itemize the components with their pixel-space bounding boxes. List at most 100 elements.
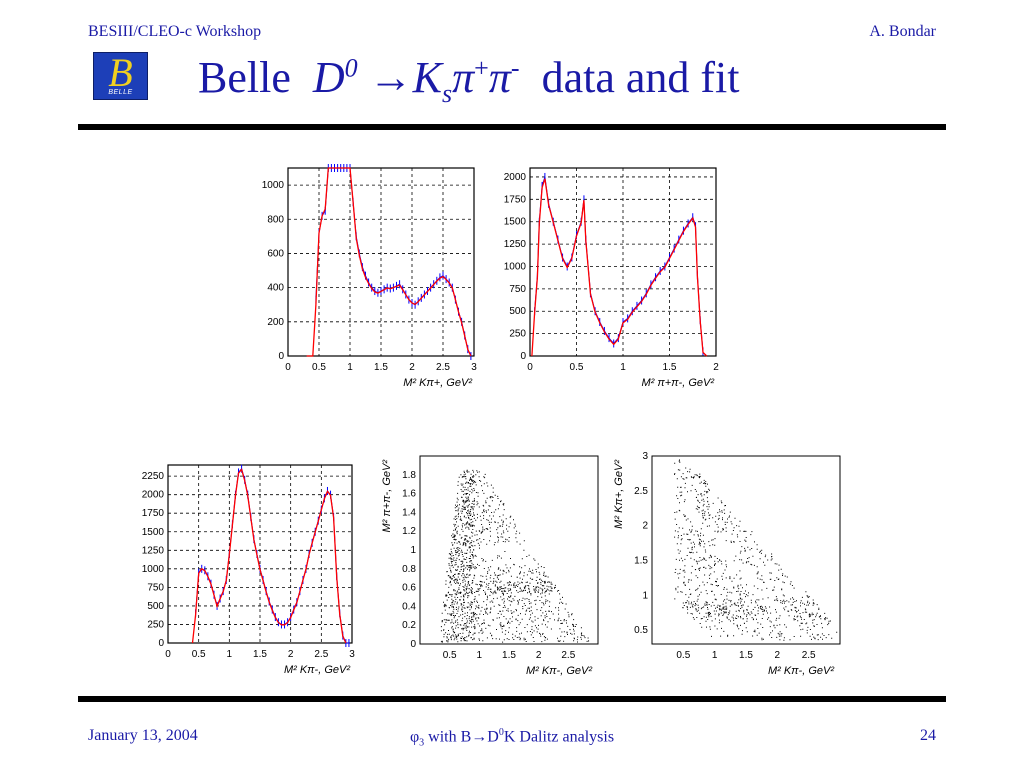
- fit-curve: [531, 178, 708, 357]
- tick-label-y: 200: [267, 317, 284, 328]
- scatter-points: [674, 459, 838, 641]
- tick-label-y: 800: [267, 214, 284, 225]
- x-axis-label: M² Kπ-, GeV²: [526, 665, 592, 677]
- title-d: D: [312, 53, 345, 102]
- x-axis-label: M² Kπ-, GeV²: [768, 665, 834, 677]
- tick-label-x: 1.5: [663, 362, 677, 373]
- tick-label-y: 1: [410, 545, 416, 556]
- tick-label-y: 1.2: [402, 526, 416, 537]
- footer-phi-sub: 3: [419, 737, 425, 749]
- header-left: BESIII/CLEO-c Workshop: [88, 23, 262, 40]
- tick-label-y: 1500: [504, 217, 527, 228]
- tick-label-y: 1500: [142, 527, 165, 538]
- tick-label-y: 2000: [504, 172, 527, 183]
- tick-label-x: 2: [713, 362, 719, 373]
- tick-label-y: 750: [509, 284, 526, 295]
- plot-frame: [287, 167, 475, 357]
- tick-label-y: 1.6: [402, 489, 416, 500]
- tick-label-y: 2000: [142, 490, 165, 501]
- tick-label-y: 1000: [142, 564, 165, 575]
- header-right: A. Bondar: [869, 23, 936, 40]
- plot-frame: [529, 167, 717, 357]
- tick-label-x: 1: [227, 649, 233, 660]
- scatter-points: [440, 469, 590, 643]
- top-rule: [78, 124, 946, 130]
- tick-label-y: 0.4: [402, 601, 416, 612]
- x-axis-label: M² Kπ-, GeV²: [284, 664, 350, 676]
- tick-label-y: 250: [509, 329, 526, 340]
- tick-label-x: 0.5: [570, 362, 584, 373]
- title-rest: data and fit: [541, 53, 740, 102]
- tick-label-y: 1750: [142, 508, 165, 519]
- tick-label-y: 3: [642, 451, 648, 462]
- tick-label-x: 0.5: [443, 650, 457, 661]
- title-d-sup: 0: [344, 53, 358, 83]
- tick-label-x: 2.5: [561, 650, 575, 661]
- plot-frame: [167, 464, 353, 644]
- plot-frame: [651, 455, 841, 645]
- tick-label-x: 1: [477, 650, 483, 661]
- tick-label-y: 1000: [504, 261, 527, 272]
- fit-curve: [191, 468, 347, 644]
- tick-label-x: 1.5: [253, 649, 267, 660]
- title-pi1: π: [452, 53, 475, 102]
- tick-label-y: 0: [410, 639, 416, 650]
- tick-label-y: 0.6: [402, 583, 416, 594]
- tick-label-y: 1250: [142, 545, 165, 556]
- tick-label-x: 2: [775, 650, 781, 661]
- tick-label-y: 600: [267, 248, 284, 259]
- tick-label-y: 1250: [504, 239, 527, 250]
- tick-label-y: 1.8: [402, 470, 416, 481]
- dalitz-plot-2: 0.5 1 1.5 2 2.5 0.5 1 1.5 2 2.5 3 M² Kπ-, GeV² M² Kπ…: [613, 451, 841, 677]
- tick-label-y: 1: [642, 590, 648, 601]
- x-axis-label: M² Kπ+, GeV²: [403, 377, 472, 389]
- footer-date: January 13, 2004: [88, 727, 198, 744]
- data-line: [315, 167, 472, 357]
- tick-label-y: 2.5: [634, 486, 648, 497]
- tick-label-x: 2.5: [802, 650, 816, 661]
- tick-label-x: 2.5: [314, 649, 328, 660]
- data-line: [534, 176, 704, 352]
- belle-logo-glyph: B: [108, 50, 133, 95]
- tick-label-x: 1: [712, 650, 718, 661]
- tick-label-x: 2: [288, 649, 294, 660]
- footer-suffix: K Dalitz analysis: [503, 728, 615, 746]
- tick-label-y: 2250: [142, 471, 165, 482]
- tick-label-y: 500: [147, 601, 164, 612]
- tick-label-y: 1.4: [402, 507, 416, 518]
- tick-label-x: 1: [620, 362, 626, 373]
- tick-label-y: 0: [158, 638, 164, 649]
- tick-label-x: 0.5: [312, 362, 326, 373]
- title-pi1-sup: +: [474, 53, 489, 83]
- belle-logo: B BELLE: [93, 50, 148, 100]
- tick-label-x: 2: [409, 362, 415, 373]
- tick-label-y: 2: [642, 521, 648, 532]
- footer-mid: with B→D: [424, 728, 499, 746]
- tick-label-y: 0: [278, 351, 284, 362]
- tick-label-x: 0: [285, 362, 291, 373]
- tick-label-y: 1000: [262, 180, 285, 191]
- title-k-sub: s: [442, 78, 453, 108]
- tick-label-x: 3: [471, 362, 477, 373]
- tick-label-y: 0.5: [634, 625, 648, 636]
- footer-d-sup: 0: [498, 727, 504, 738]
- title-k: K: [412, 53, 442, 102]
- title-arrow: →: [368, 53, 413, 102]
- chart-top-right: 0 0.5 1 1.5 2 0 250 500 750 1000 1250 1500 1750 2000 M…: [504, 167, 719, 389]
- dalitz-plot-1: 0.5 1 1.5 2 2.5 0 0.2 0.4 0.6 0.8 1 1.2 1.4 1.6 1.8 M² …: [381, 455, 599, 677]
- tick-label-x: 3: [349, 649, 355, 660]
- tick-label-y: 1.5: [634, 555, 648, 566]
- tick-label-y: 1750: [504, 194, 527, 205]
- chart-top-left: 0 0.5 1 1.5 2 2.5 3 0 200 400 600 800 1000 M² Kπ+, Ge…: [262, 164, 477, 389]
- tick-label-x: 0: [527, 362, 533, 373]
- tick-label-y: 750: [147, 582, 164, 593]
- y-axis-label: M² Kπ+, GeV²: [613, 460, 625, 529]
- x-axis-label: M² π+π-, GeV²: [642, 377, 715, 389]
- tick-label-x: 2: [536, 650, 542, 661]
- tick-label-y: 0.2: [402, 620, 416, 631]
- title-word: Belle: [198, 53, 291, 102]
- chart-bottom-left: 0 0.5 1 1.5 2 2.5 3 0 250 500 750 1000 1250 1500 1750 2…: [142, 464, 355, 676]
- title-pi2-sup: -: [510, 53, 520, 83]
- tick-label-y: 500: [509, 306, 526, 317]
- footer-title: φ3 with B→D0K Dalitz analysis: [0, 727, 1024, 749]
